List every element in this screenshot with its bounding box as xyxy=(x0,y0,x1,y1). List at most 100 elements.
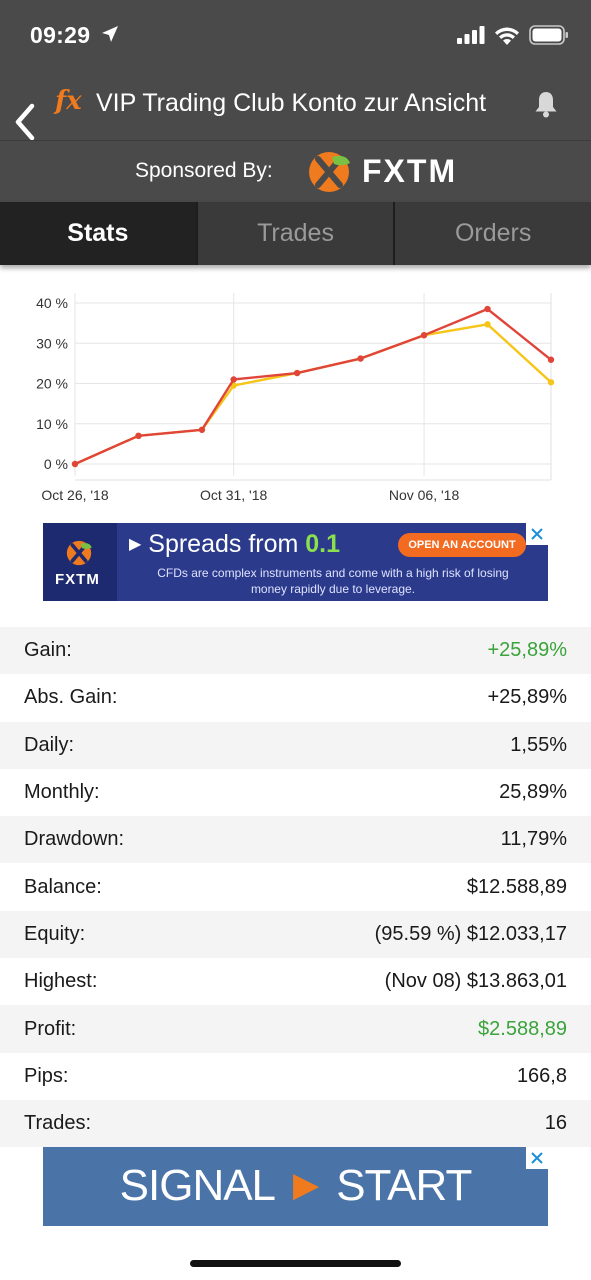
stat-row: Gain: +25,89% xyxy=(0,627,591,675)
chart-series-line xyxy=(74,307,552,466)
stat-label: Equity: xyxy=(24,922,86,945)
home-indicator[interactable] xyxy=(190,1260,401,1267)
stat-value: (95.59 %) $12.033,17 xyxy=(374,922,567,945)
stat-value: $2.588,89 xyxy=(478,1017,567,1040)
chart-y-ticks: 40 % 30 % 20 % 10 % 0 % xyxy=(36,295,68,472)
stat-label: Balance: xyxy=(24,875,102,898)
stat-value: +25,89% xyxy=(487,686,567,709)
chart-y-tick-label: 10 % xyxy=(36,416,68,432)
tab-bar: Stats Trades Orders xyxy=(0,202,591,265)
close-icon xyxy=(531,1152,543,1164)
ad-headline: ▶ Spreads from 0.1 xyxy=(129,530,340,559)
stat-row: Drawdown: 11,79% xyxy=(0,816,591,864)
ad-brand: FXTM xyxy=(55,571,100,588)
stat-label: Daily: xyxy=(24,733,75,756)
ad-headline-text: Spreads from xyxy=(148,530,306,558)
stat-label: Monthly: xyxy=(24,781,100,804)
title-bar: fx VIP Trading Club Konto zur Ansicht xyxy=(0,72,591,141)
fxtm-logo-icon xyxy=(309,152,350,192)
stat-label: Profit: xyxy=(24,1017,77,1040)
fx-logo: fx xyxy=(55,86,82,116)
stat-row: Highest: (Nov 08) $13.863,01 xyxy=(0,958,591,1005)
signal-icon xyxy=(457,26,485,44)
play-icon: ▶ xyxy=(293,1166,319,1204)
stat-label: Drawdown: xyxy=(24,828,125,851)
stat-value: $12.588,89 xyxy=(466,875,567,898)
stat-row: Abs. Gain: +25,89% xyxy=(0,674,591,721)
chart-point[interactable] xyxy=(71,460,79,468)
page-title: VIP Trading Club Konto zur Ansicht xyxy=(96,89,487,117)
sponsor-label: Sponsored By: xyxy=(135,159,273,182)
chart-point[interactable] xyxy=(484,321,491,328)
status-icons xyxy=(457,24,569,46)
ad-word-start: START xyxy=(336,1161,472,1210)
tab-stats[interactable]: Stats xyxy=(0,202,198,265)
chart-series xyxy=(71,305,555,468)
battery-icon xyxy=(529,25,568,45)
fxtm-banner-ad[interactable]: FXTM ▶ Spreads from 0.1 OPEN AN ACCOUNT … xyxy=(43,523,548,601)
chart-x-tick-label: Nov 06, '18 xyxy=(389,487,460,503)
chart-x-tick-label: Oct 31, '18 xyxy=(200,487,267,503)
stat-label: Highest: xyxy=(24,970,98,993)
chart-point[interactable] xyxy=(293,369,301,377)
ad-signal-start-text: SIGNAL ▶ START xyxy=(43,1161,548,1211)
chart-y-tick-label: 30 % xyxy=(36,335,68,351)
location-arrow-icon xyxy=(102,26,118,42)
chart-series-line xyxy=(74,323,552,466)
app-header: 09:29 fx xyxy=(0,0,591,202)
chart-point[interactable] xyxy=(484,305,491,313)
stat-row: Trades: 16 xyxy=(0,1099,591,1148)
close-icon xyxy=(531,528,543,540)
sponsor-bar: Sponsored By: FXTM xyxy=(0,140,591,202)
chart-point[interactable] xyxy=(135,432,142,440)
stat-label: Gain: xyxy=(24,639,72,662)
stat-row: Pips: 166,8 xyxy=(0,1053,591,1100)
stat-label: Abs. Gain: xyxy=(24,686,118,709)
play-icon: ▶ xyxy=(129,536,142,553)
tab-trades[interactable]: Trades xyxy=(197,202,396,265)
chart-point[interactable] xyxy=(198,426,206,433)
open-account-button[interactable]: OPEN AN ACCOUNT xyxy=(398,533,526,557)
ad-close-button[interactable] xyxy=(526,1147,548,1169)
stats-table: Gain: +25,89% Abs. Gain: +25,89% Daily: 1,55%… xyxy=(0,627,591,1148)
stat-value: (Nov 08) $13.863,01 xyxy=(384,970,567,993)
chart-x-ticks: Oct 26, '18 Oct 31, '18 Nov 06, '18 xyxy=(41,487,459,503)
stat-row: Profit: $2.588,89 xyxy=(0,1005,591,1053)
chart-point[interactable] xyxy=(547,356,555,363)
stat-label: Pips: xyxy=(24,1064,69,1087)
fxtm-ad-logo-icon xyxy=(66,540,92,566)
sponsor-brand: FXTM xyxy=(362,153,458,189)
back-chevron-icon[interactable] xyxy=(10,102,40,142)
stat-value: 16 xyxy=(544,1112,567,1135)
chart-point[interactable] xyxy=(230,376,237,383)
ad-close-button[interactable] xyxy=(526,523,548,545)
gain-chart: 40 % 30 % 20 % 10 % 0 % Oct 26, '18 Oct 31, '… xyxy=(36,293,555,503)
tab-orders[interactable]: Orders xyxy=(395,202,591,265)
chart-y-tick-label: 40 % xyxy=(36,295,68,311)
stat-row: Monthly: 25,89% xyxy=(0,769,591,816)
chart-point[interactable] xyxy=(357,355,364,362)
ad-brand-panel: FXTM xyxy=(43,523,117,601)
stat-label: Trades: xyxy=(24,1112,92,1135)
chart-x-tick-label: Oct 26, '18 xyxy=(41,487,108,503)
ad-disclaimer: CFDs are complex instruments and come wi… xyxy=(157,566,509,596)
chart-y-tick-label: 0 % xyxy=(44,456,68,472)
stat-row: Balance: $12.588,89 xyxy=(0,863,591,910)
status-bar: 09:29 xyxy=(0,0,591,72)
chart-point[interactable] xyxy=(547,379,555,386)
signal-start-banner-ad[interactable]: SIGNAL ▶ START xyxy=(43,1147,548,1226)
stat-row: Equity: (95.59 %) $12.033,17 xyxy=(0,910,591,959)
stat-value: +25,89% xyxy=(487,639,567,662)
stat-row: Daily: 1,55% xyxy=(0,721,591,769)
wifi-icon xyxy=(495,27,519,45)
stat-value: 1,55% xyxy=(510,733,567,756)
ad-word-signal: SIGNAL xyxy=(119,1161,276,1210)
chart-point[interactable] xyxy=(420,332,428,339)
stat-value: 166,8 xyxy=(516,1064,567,1087)
status-time: 09:29 xyxy=(30,22,91,48)
stat-value: 11,79% xyxy=(500,828,567,851)
chart-y-tick-label: 20 % xyxy=(36,376,68,392)
ad-headline-value: 0.1 xyxy=(305,530,341,558)
bell-icon[interactable] xyxy=(533,90,559,118)
chart-grid xyxy=(74,293,552,481)
